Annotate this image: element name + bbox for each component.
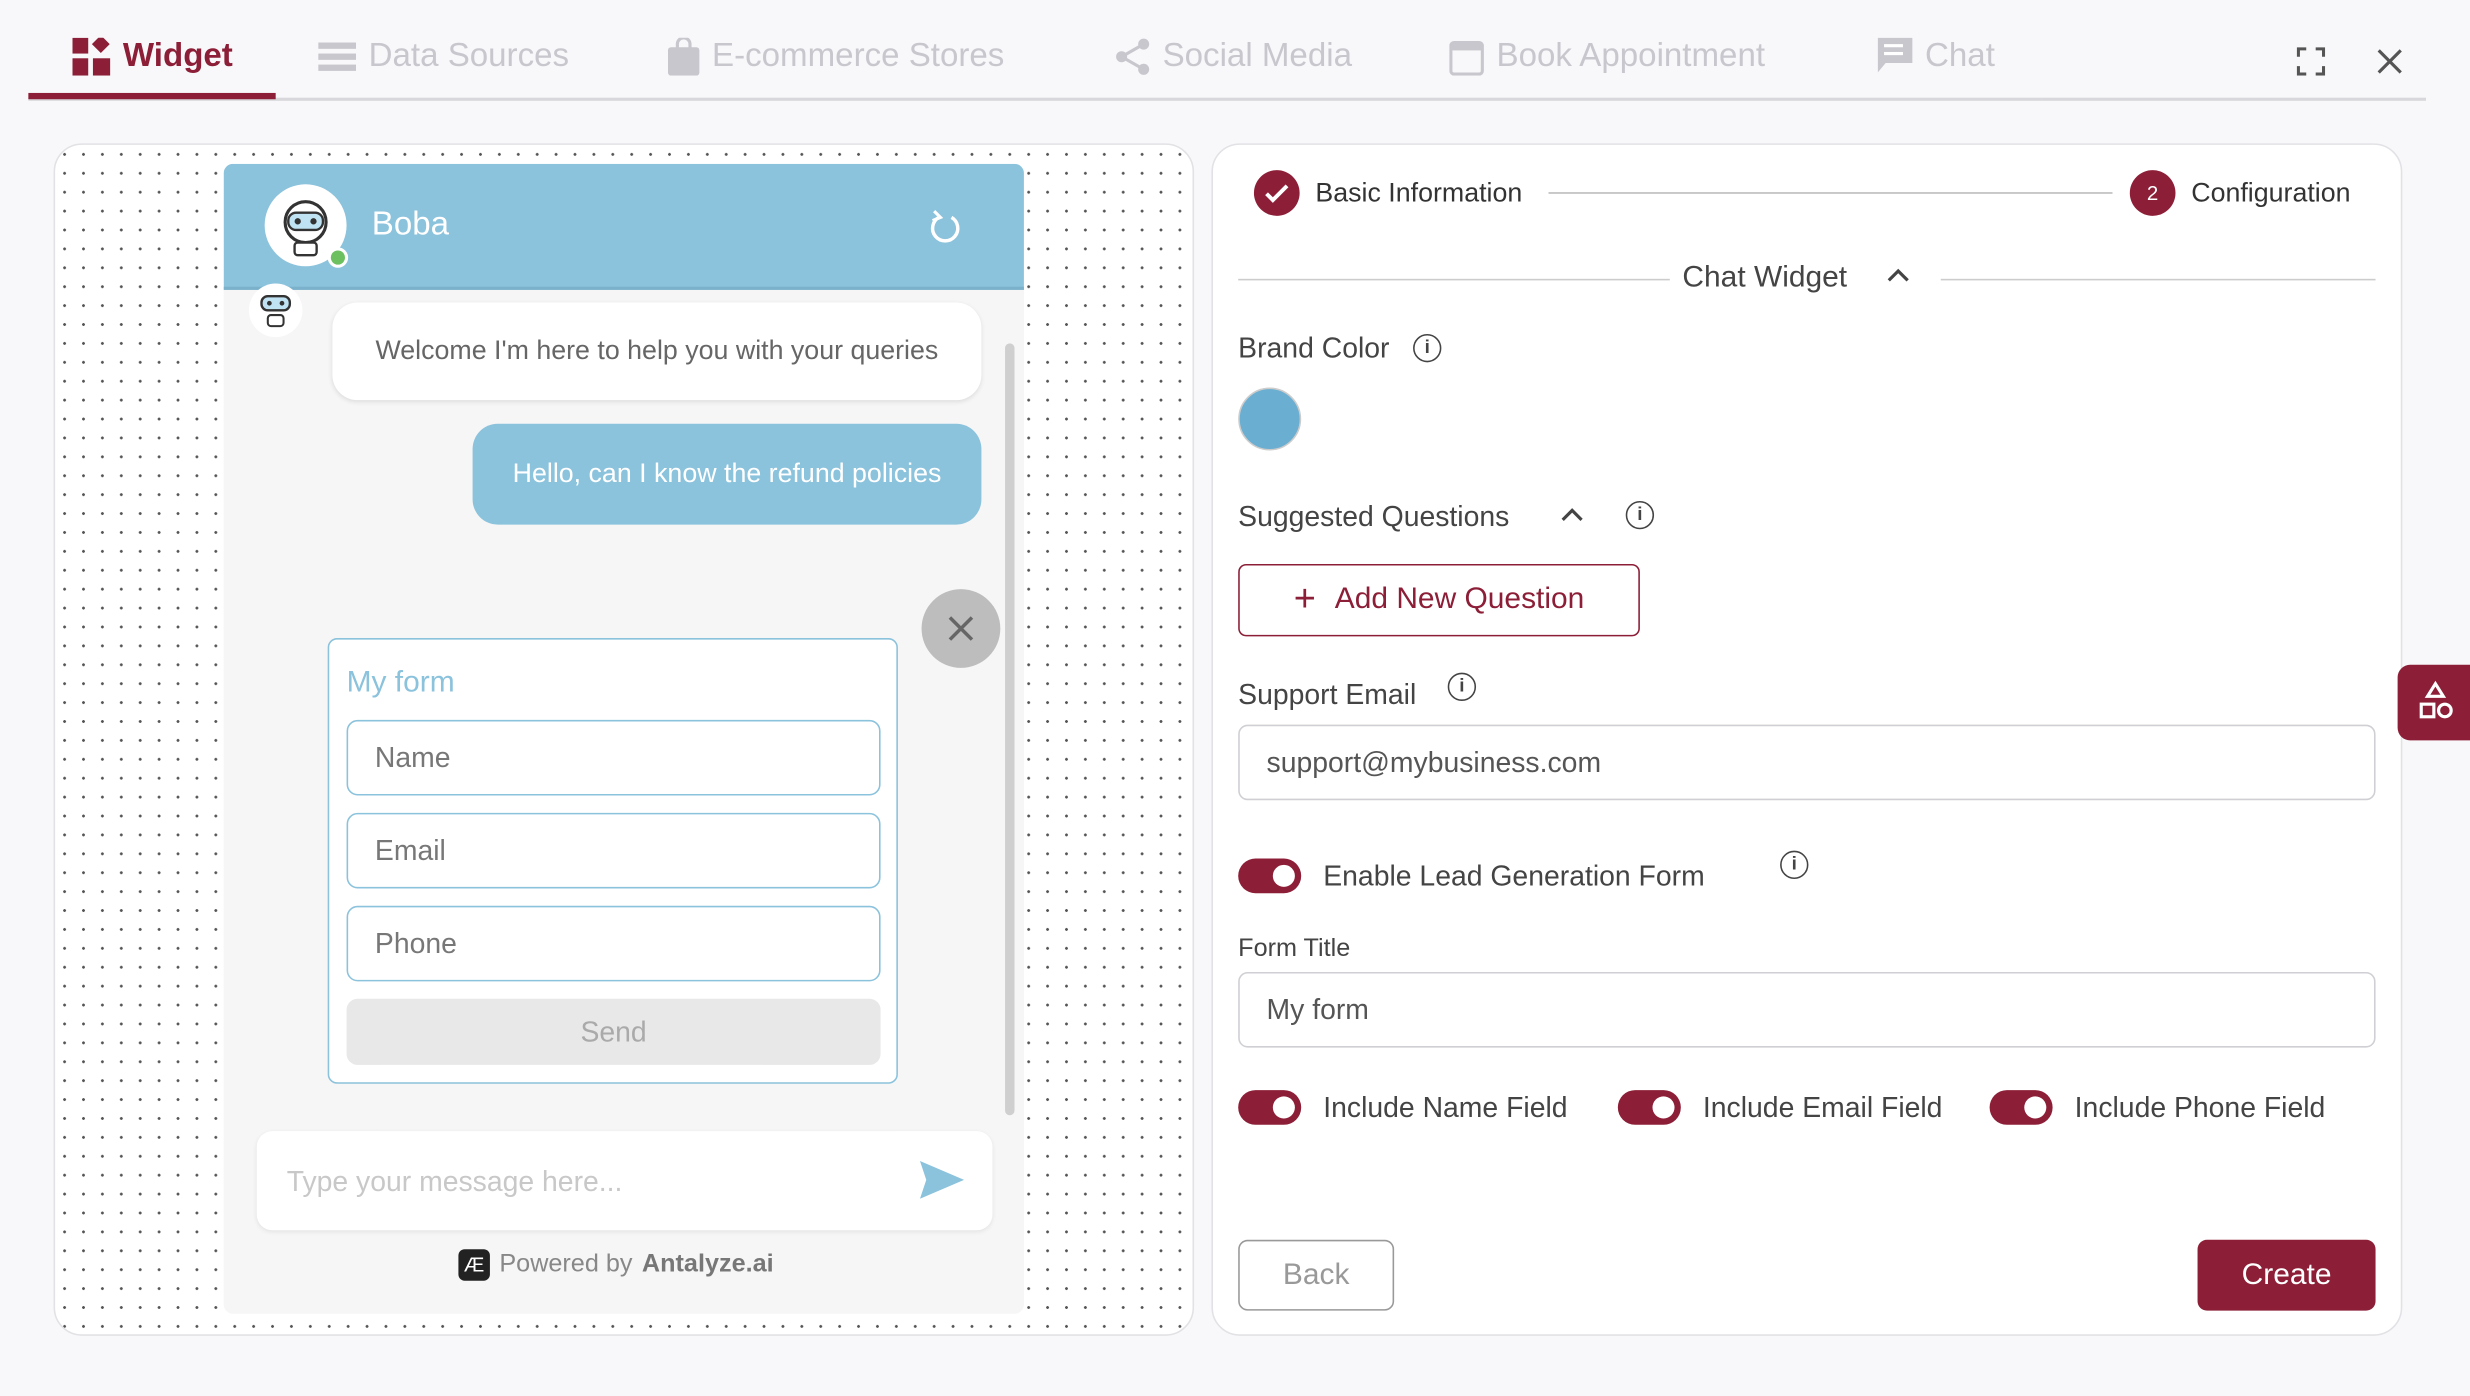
suggested-questions-label: Suggested Questions	[1238, 500, 1510, 533]
info-icon[interactable]: i	[1780, 850, 1809, 880]
form-title: My form	[346, 666, 455, 700]
divider	[2041, 97, 2426, 101]
info-icon[interactable]: i	[1447, 672, 1477, 702]
chevron-up-icon[interactable]	[1561, 507, 1583, 523]
add-new-question-button[interactable]: + Add New Question	[1238, 563, 1640, 637]
step-configuration[interactable]: Configuration	[2191, 178, 2351, 208]
shopping-bag-icon	[667, 37, 700, 76]
bot-avatar	[264, 184, 349, 268]
powered-by: Æ Powered by Antalyze.ai	[458, 1249, 774, 1281]
robot-icon	[260, 294, 292, 328]
step-number: 2	[2129, 170, 2176, 216]
plus-icon: +	[1293, 578, 1316, 621]
info-icon[interactable]: i	[1413, 333, 1442, 363]
user-message: Hello, can I know the refund policies	[472, 423, 982, 525]
tab-book-appointment[interactable]: Book Appointment	[1449, 38, 1765, 76]
tab-bar: Widget Data Sources E-commerce Stores So…	[28, 0, 2042, 101]
lead-generation-label: Enable Lead Generation Form	[1323, 860, 1705, 892]
brand-color-swatch[interactable]	[1238, 387, 1302, 451]
include-email-toggle[interactable]	[1617, 1090, 1681, 1125]
lead-generation-toggle[interactable]	[1238, 858, 1302, 894]
shapes-side-button[interactable]	[2397, 664, 2470, 741]
create-button[interactable]: Create	[2197, 1239, 2376, 1311]
brand-color-label: Brand Color	[1238, 332, 1390, 364]
support-email-input[interactable]: support@mybusiness.com	[1238, 724, 2376, 801]
scrollbar[interactable]	[1005, 343, 1015, 1116]
phone-field[interactable]: Phone	[346, 905, 881, 982]
step-done-icon	[1253, 170, 1300, 216]
divider	[1238, 278, 1670, 281]
chat-widget: Boba Welcome I'm here to help you with y…	[223, 163, 1024, 1314]
send-icon[interactable]	[919, 1160, 965, 1199]
bot-avatar-small	[248, 283, 303, 338]
chevron-up-icon[interactable]	[1887, 268, 1909, 284]
bot-name: Boba	[371, 206, 450, 243]
shapes-icon	[2419, 680, 2453, 719]
name-field[interactable]: Name	[346, 719, 881, 796]
include-email-label: Include Email Field	[1702, 1091, 1943, 1124]
tab-ecommerce-stores[interactable]: E-commerce Stores	[667, 37, 1004, 76]
check-icon	[1265, 184, 1289, 203]
tab-widget[interactable]: Widget	[72, 37, 233, 76]
chat-icon	[1877, 37, 1913, 73]
include-phone-label: Include Phone Field	[2074, 1091, 2326, 1124]
antalyze-logo: Æ	[458, 1249, 490, 1281]
back-button[interactable]: Back	[1238, 1239, 1395, 1311]
message-input[interactable]: Type your message here...	[256, 1131, 993, 1231]
lead-form: My form Name Email Phone Send	[327, 637, 898, 1084]
support-email-label: Support Email	[1238, 678, 1417, 711]
refresh-icon[interactable]	[928, 208, 963, 246]
robot-icon	[283, 200, 328, 257]
bot-message: Welcome I'm here to help you with your q…	[332, 302, 982, 401]
email-field[interactable]: Email	[346, 812, 881, 889]
calendar-icon	[1449, 40, 1484, 76]
message-input-placeholder: Type your message here...	[286, 1165, 623, 1198]
form-title-input[interactable]: My form	[1238, 971, 2376, 1048]
share-icon	[1116, 38, 1150, 75]
tab-social-media[interactable]: Social Media	[1115, 38, 1352, 76]
fullscreen-icon[interactable]	[2296, 47, 2326, 76]
list-icon	[318, 42, 357, 71]
active-tab-indicator	[28, 92, 276, 100]
divider	[1940, 278, 2376, 281]
close-icon	[948, 616, 974, 641]
form-title-label: Form Title	[1238, 935, 1351, 963]
online-status-dot	[327, 247, 349, 268]
stepper-line	[1548, 192, 2113, 194]
widget-icon	[72, 37, 111, 76]
chat-header: Boba	[223, 163, 1024, 290]
tab-chat[interactable]: Chat	[1877, 37, 1995, 76]
send-button[interactable]: Send	[346, 998, 881, 1065]
config-panel: Basic Information 2 Configuration Chat W…	[1211, 143, 2403, 1336]
include-name-label: Include Name Field	[1323, 1091, 1568, 1124]
tab-data-sources[interactable]: Data Sources	[318, 38, 569, 76]
close-form-button[interactable]	[921, 589, 1001, 668]
section-title[interactable]: Chat Widget	[1682, 261, 1848, 295]
step-basic-information[interactable]: Basic Information	[1315, 178, 1523, 208]
info-icon[interactable]: i	[1625, 500, 1655, 530]
close-icon[interactable]	[2376, 47, 2404, 75]
include-name-toggle[interactable]	[1238, 1090, 1302, 1125]
include-phone-toggle[interactable]	[1989, 1090, 2053, 1125]
